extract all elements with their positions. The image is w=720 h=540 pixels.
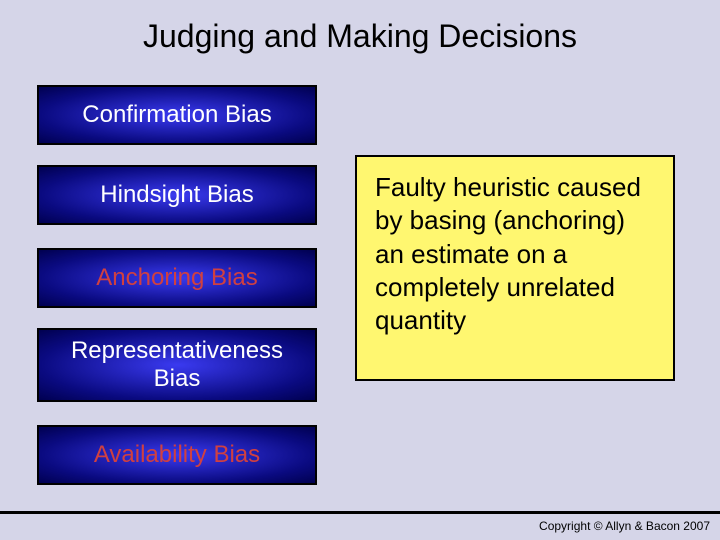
confirmation-label: Confirmation Bias: [82, 101, 271, 129]
anchoring-box[interactable]: Anchoring Bias: [37, 248, 317, 308]
availability-label: Availability Bias: [94, 441, 260, 469]
hindsight-label: Hindsight Bias: [100, 181, 253, 209]
representativeness-box[interactable]: RepresentativenessBias: [37, 328, 317, 402]
representativeness-label: RepresentativenessBias: [71, 337, 283, 392]
page-title: Judging and Making Decisions: [0, 0, 720, 55]
availability-box[interactable]: Availability Bias: [37, 425, 317, 485]
footer-divider: [0, 511, 720, 514]
anchoring-label: Anchoring Bias: [96, 264, 257, 292]
definition-panel: Faulty heuristic caused by basing (ancho…: [355, 155, 675, 381]
copyright-text: Copyright © Allyn & Bacon 2007: [539, 519, 710, 533]
definition-text: Faulty heuristic caused by basing (ancho…: [375, 171, 655, 337]
hindsight-box[interactable]: Hindsight Bias: [37, 165, 317, 225]
confirmation-box[interactable]: Confirmation Bias: [37, 85, 317, 145]
